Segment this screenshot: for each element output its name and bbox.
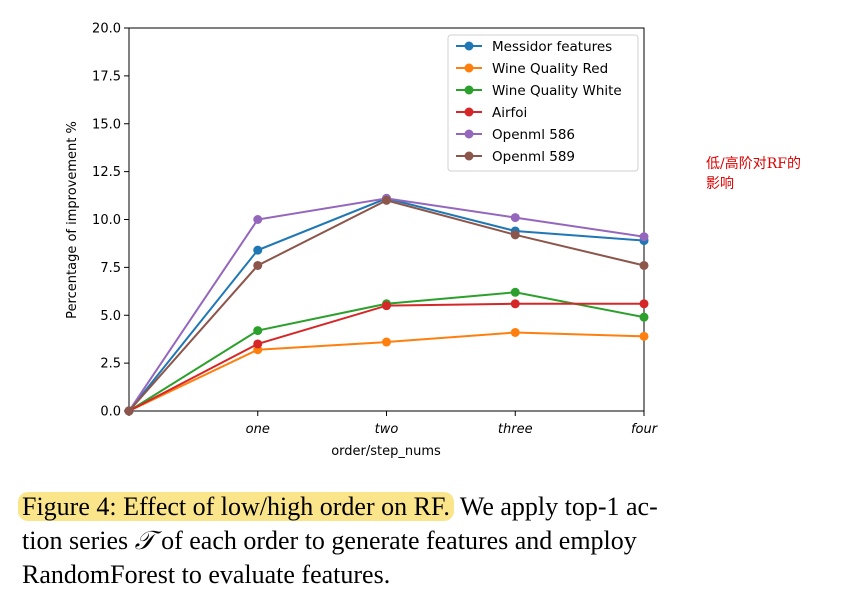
data-point	[253, 326, 263, 336]
data-point	[639, 331, 649, 341]
data-point	[253, 215, 263, 224]
data-point	[253, 260, 263, 270]
legend-label: Wine Quality White	[492, 83, 622, 99]
legend-label: Openml 586	[492, 127, 575, 143]
data-point	[510, 230, 520, 240]
y-tick-label: 2.5	[100, 357, 121, 372]
legend-box	[447, 34, 639, 172]
data-point	[124, 406, 134, 416]
annotation-line-2: 影响	[706, 176, 734, 192]
data-point	[253, 245, 263, 255]
y-tick-label: 0.0	[100, 405, 121, 420]
legend: Messidor features Wine Quality Red Wine Qu…	[447, 34, 639, 172]
legend-label: Airfoi	[492, 105, 527, 121]
side-annotation: 低/高阶对RF的 影响	[706, 154, 836, 194]
y-tick-label: 17.5	[92, 69, 121, 84]
line-chart: 0.0 2.5 5.0 7.5 10.0 12.5 15.0 17.5 20.0 one two th…	[65, 22, 659, 460]
y-tick-label: 12.5	[92, 165, 121, 180]
y-axis-label: Percentage of improvement %	[65, 121, 80, 319]
y-tick-label: 10.0	[92, 213, 121, 228]
data-point	[382, 195, 391, 205]
y-tick-label: 15.0	[92, 117, 121, 132]
data-point	[253, 339, 263, 349]
legend-label: Openml 589	[492, 149, 575, 165]
y-tick-label: 5.0	[100, 309, 121, 324]
series-openml-589	[124, 195, 649, 416]
x-tick-label: two	[375, 422, 399, 437]
legend-label: Messidor features	[492, 39, 612, 55]
caption-text-b: tion series	[22, 526, 135, 555]
x-tick-label: one	[246, 422, 270, 437]
y-tick-label: 7.5	[100, 261, 121, 276]
data-point	[639, 299, 649, 309]
series-line	[128, 302, 644, 412]
data-point	[382, 337, 391, 347]
data-point	[639, 260, 649, 270]
figure-caption: Figure 4: Effect of low/high order on RF…	[18, 490, 842, 592]
x-tick-label: three	[498, 422, 533, 437]
caption-text-a: We apply top-1 ac-	[453, 492, 658, 521]
data-point	[639, 232, 649, 242]
legend-swatch-marker	[464, 63, 474, 73]
y-tick-label: 20.0	[92, 22, 121, 37]
legend-swatch-marker	[464, 107, 474, 117]
annotation-line-1: 低/高阶对RF的	[706, 156, 801, 172]
legend-swatch-marker	[464, 85, 474, 95]
data-point	[639, 312, 649, 322]
data-point	[510, 287, 520, 297]
x-axis-label: order/step_nums	[331, 444, 441, 459]
legend-swatch-marker	[464, 151, 474, 161]
caption-text-c: of each order to generate features and e…	[154, 526, 637, 555]
legend-label: Wine Quality Red	[492, 61, 608, 77]
data-point	[510, 327, 520, 337]
caption-text-d: RandomForest to evaluate features.	[22, 560, 391, 589]
data-point	[510, 213, 520, 223]
legend-swatch-marker	[464, 41, 474, 51]
x-tick-label: four	[631, 422, 659, 437]
caption-symbol: 𝒯	[134, 526, 155, 555]
series-airfoi	[124, 299, 649, 416]
legend-swatch-marker	[464, 129, 474, 139]
data-point	[510, 299, 520, 309]
data-point	[382, 301, 391, 311]
caption-highlight: Figure 4: Effect of low/high order on RF…	[18, 492, 454, 521]
